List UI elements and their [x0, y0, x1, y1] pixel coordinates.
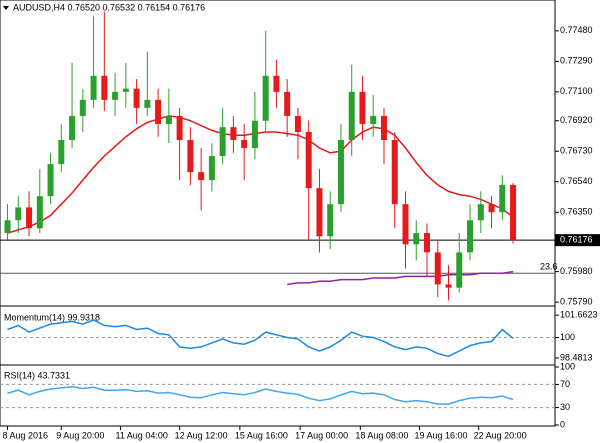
- x-tick-label: 8 Aug 2016: [3, 430, 49, 440]
- x-tick-label: 15 Aug 16:00: [235, 430, 288, 440]
- fib-label: 23.6: [540, 262, 558, 272]
- candle-body: [219, 127, 226, 157]
- candle-body: [305, 131, 312, 189]
- y-tick-label: 0.77100: [560, 86, 593, 96]
- y-tick-label: 0.75980: [560, 266, 593, 276]
- candle-body: [176, 115, 183, 140]
- candle-body: [467, 220, 474, 253]
- candle-body: [101, 75, 108, 100]
- y-tick-label: 0.77290: [560, 56, 593, 66]
- last-price-label: 0.76176: [560, 235, 593, 245]
- candle-body: [488, 204, 495, 213]
- candle-body: [155, 99, 162, 124]
- candle-body: [133, 88, 140, 108]
- last-price-box: [555, 234, 600, 247]
- candle-body: [165, 115, 172, 124]
- y-tick-label: 0.77480: [560, 25, 593, 35]
- y-tick-label: 0.75790: [560, 296, 593, 306]
- candle-body: [122, 88, 129, 92]
- x-tick-label: 18 Aug 08:00: [355, 430, 408, 440]
- candle-body: [402, 204, 409, 245]
- menu-icon: [3, 6, 9, 10]
- candle-body: [327, 204, 334, 237]
- y-tick-label: 100: [560, 332, 575, 342]
- y-tick-label: 0.76730: [560, 146, 593, 156]
- panel-title: Momentum(14) 99.9318: [4, 312, 100, 322]
- y-tick-label: 30: [560, 402, 570, 412]
- candle-body: [15, 207, 22, 221]
- candle-body: [47, 164, 54, 197]
- y-tick-label: 100: [560, 361, 575, 371]
- candle-body: [294, 115, 301, 132]
- y-tick-label: 0.76540: [560, 176, 593, 186]
- candle-body: [90, 75, 97, 100]
- candle-body: [36, 196, 43, 229]
- candle-body: [413, 233, 420, 245]
- candle-body: [4, 220, 11, 234]
- candle-body: [337, 139, 344, 205]
- candle-body: [208, 156, 215, 181]
- candle-body: [424, 233, 431, 253]
- candle-body: [58, 139, 65, 165]
- candle-body: [69, 115, 76, 140]
- candle-body: [477, 204, 484, 221]
- candle-body: [284, 91, 291, 116]
- candle-body: [370, 115, 377, 124]
- x-tick-label: 22 Aug 20:00: [474, 430, 527, 440]
- candle-body: [380, 115, 387, 140]
- x-tick-label: 11 Aug 04:00: [115, 430, 167, 440]
- candle-body: [230, 127, 237, 140]
- candle-body: [187, 139, 194, 173]
- candle-body: [359, 91, 366, 124]
- x-tick-label: 19 Aug 16:00: [414, 430, 467, 440]
- indicator-line: [7, 319, 514, 358]
- y-tick-label: 70: [560, 379, 570, 389]
- candle-body: [499, 184, 506, 213]
- y-tick-label: 98.4813: [560, 352, 593, 362]
- candle-body: [434, 252, 441, 285]
- chart-title: AUDUSD,H4 0.76520 0.76532 0.76154 0.7617…: [13, 2, 205, 12]
- candle-body: [456, 252, 463, 288]
- candle-body: [144, 99, 151, 108]
- candle-body: [262, 75, 269, 121]
- candle-body: [445, 284, 452, 288]
- candle-body: [316, 188, 323, 237]
- candle-body: [510, 184, 517, 241]
- candle-body: [198, 172, 205, 181]
- indicator-line: [7, 385, 514, 405]
- y-tick-label: 0.76350: [560, 207, 593, 217]
- indicator-line: [7, 115, 514, 234]
- y-tick-label: 0: [560, 419, 565, 429]
- candle-body: [273, 75, 280, 92]
- candle-body: [79, 99, 86, 116]
- x-tick-label: 17 Aug 00:00: [295, 430, 348, 440]
- candle-body: [112, 91, 119, 100]
- indicator-line: [287, 270, 514, 286]
- candle-body: [241, 139, 248, 149]
- y-tick-label: 0.76920: [560, 115, 593, 125]
- candle-body: [251, 120, 258, 149]
- x-tick-label: 9 Aug 20:00: [56, 430, 104, 440]
- candle-body: [391, 139, 398, 205]
- panel-title: RSI(14) 43.7331: [4, 370, 70, 380]
- x-tick-label: 12 Aug 12:00: [175, 430, 228, 440]
- candle-body: [348, 91, 355, 140]
- y-tick-label: 101.6623: [560, 310, 598, 320]
- plot-frame: [0, 0, 556, 427]
- candle-body: [26, 207, 33, 229]
